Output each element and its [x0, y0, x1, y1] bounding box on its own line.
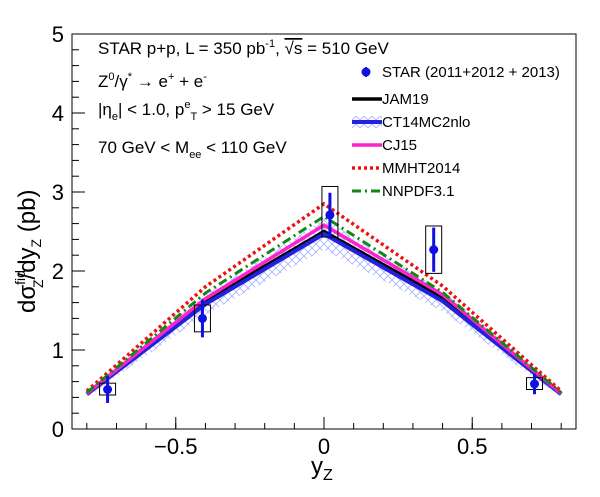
info-line-part: STAR p+p, L = 350 pb [98, 39, 265, 58]
info-line-part: √s [285, 39, 303, 58]
series-line [85, 229, 563, 395]
info-line-part: - [203, 71, 207, 83]
info-line-part: Z [98, 72, 108, 91]
axes-layer: 0 1 2 3 4 5 −0.5 0 0.5 [52, 22, 562, 459]
data-point [529, 379, 539, 389]
y-tick-label: 5 [52, 22, 64, 47]
legend-label: STAR (2011+2012 + 2013) [382, 64, 560, 81]
info-line-part: e [184, 99, 190, 111]
info-line: Z0/γ* → e+ + e- [98, 71, 207, 91]
info-line-part: | < 1.0, p [118, 100, 184, 119]
info-line-part: |η [98, 100, 112, 119]
data-point [325, 210, 335, 220]
info-line-part: , [275, 39, 284, 58]
info-line-part: * [128, 71, 133, 83]
info-line-part: 70 GeV < M [98, 138, 189, 157]
legend: STAR (2011+2012 + 2013) JAM19 CT14MC2nlo CJ… [352, 64, 560, 200]
info-line-part: = 510 GeV [302, 39, 389, 58]
systematic-box [425, 225, 443, 274]
y-tick-label: 4 [52, 101, 64, 126]
data-point [103, 385, 113, 394]
series-line [85, 201, 563, 393]
y-tick-label: 0 [52, 417, 64, 442]
y-tick-label: 1 [52, 338, 64, 363]
legend-label: NNPDF3.1 [382, 183, 455, 200]
legend-label: CT14MC2nlo [382, 114, 470, 131]
x-axis-title: yZ [311, 453, 333, 484]
info-line-part: > 15 GeV [197, 100, 275, 119]
uncertainty-band [86, 218, 562, 398]
info-line-part: < 110 GeV [201, 138, 287, 157]
y-axis-title: dσfid Z/dyZ (pb) [12, 190, 46, 313]
data-point [197, 313, 207, 323]
info-line: STAR p+p, L = 350 pb-1, √s = 510 GeV [98, 38, 389, 58]
series-line [85, 214, 563, 394]
info-line-part: + [168, 71, 174, 83]
info-line-part: /γ [115, 72, 129, 91]
uncertainty-band-layer [86, 218, 562, 398]
info-line-part: → e [132, 72, 168, 91]
info-line-part: T [190, 111, 197, 123]
info-line: |ηe| < 1.0, peT > 15 GeV [98, 99, 275, 123]
x-tick-label: 0 [318, 434, 330, 459]
info-line-part: -1 [265, 38, 275, 50]
legend-label: CJ15 [382, 137, 417, 154]
y-tick-label: 2 [52, 259, 64, 284]
x-tick-label: −0.5 [154, 434, 197, 459]
series-line [85, 223, 563, 395]
legend-label: MMHT2014 [382, 160, 460, 177]
x-tick-label: 0.5 [457, 434, 488, 459]
info-line-part: ee [189, 149, 201, 161]
info-line-part: + e [174, 72, 203, 91]
data-point [429, 245, 439, 255]
data-points-layer [99, 185, 543, 403]
info-line-part: e [112, 111, 118, 123]
theory-lines-layer [85, 201, 563, 396]
info-line-part: 0 [108, 71, 114, 83]
info-line: 70 GeV < Mee < 110 GeV [98, 138, 287, 161]
legend-label: JAM19 [382, 91, 429, 108]
series-line [85, 231, 563, 396]
y-tick-label: 3 [52, 180, 64, 205]
info-text-block: STAR p+p, L = 350 pb-1, √s = 510 GeV Z0/γ… [98, 38, 389, 161]
